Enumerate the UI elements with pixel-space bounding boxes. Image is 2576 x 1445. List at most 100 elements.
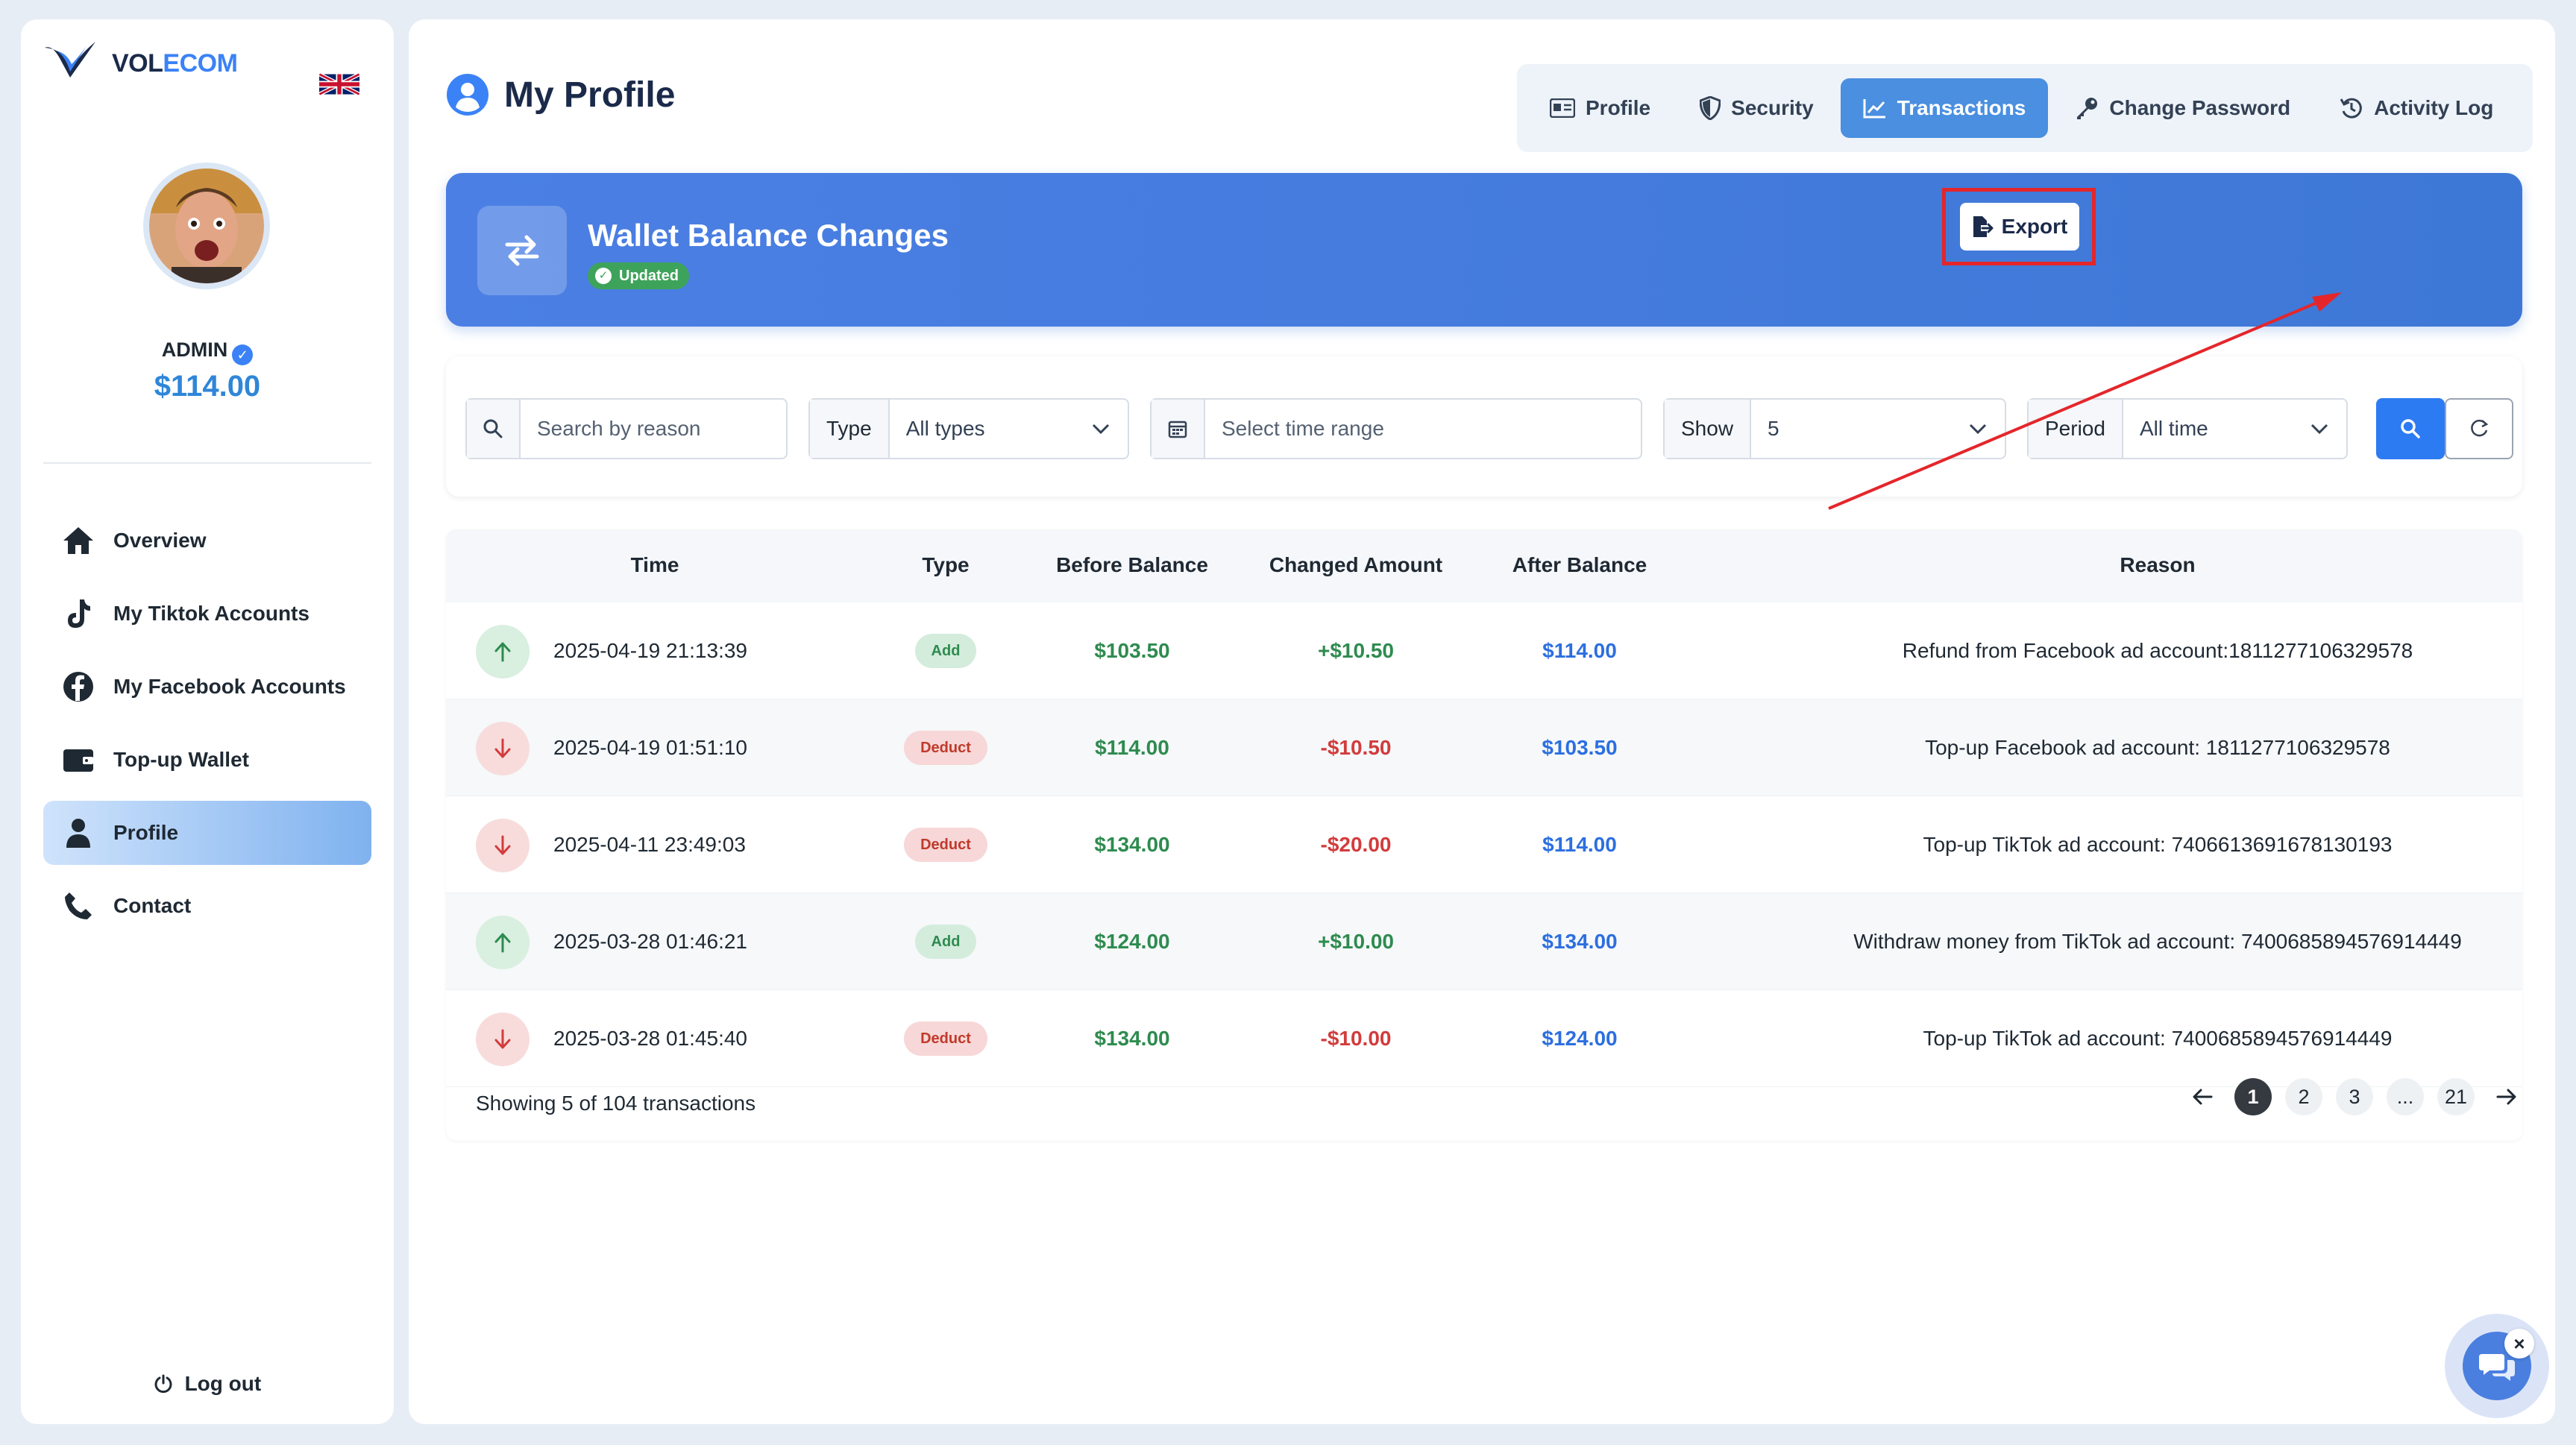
page-button-1[interactable]: 1 — [2234, 1078, 2272, 1115]
show-label: Show — [1665, 400, 1752, 458]
cell-reason: Top-up Facebook ad account: 181127710632… — [1925, 736, 2390, 759]
search-placeholder: Search by reason — [537, 417, 701, 440]
table-row[interactable]: 2025-03-28 01:46:21 Add $124.00 +$10.00 $134… — [446, 893, 2522, 990]
sidebar-item-contact[interactable]: Contact — [43, 874, 371, 938]
user-circle-icon — [447, 74, 489, 116]
search-input[interactable]: Search by reason — [465, 398, 788, 459]
type-badge: Deduct — [904, 731, 987, 765]
cell-type: Deduct — [879, 699, 1013, 796]
logout-label: Log out — [184, 1372, 262, 1395]
sidebar-item-label: My Tiktok Accounts — [113, 602, 310, 625]
main-panel: My Profile Profile Security Transactions… — [409, 19, 2555, 1424]
cell-reason: Top-up TikTok ad account: 74006858945769… — [1923, 1027, 2393, 1050]
annotation-highlight-box — [1942, 188, 2096, 265]
shield-icon — [1700, 96, 1721, 120]
chevron-down-icon — [1969, 424, 2005, 434]
sidebar-item-overview[interactable]: Overview — [43, 509, 371, 573]
check-circle-icon: ✓ — [595, 268, 612, 284]
column-header-type[interactable]: Type — [922, 553, 970, 576]
cell-reason: Refund from Facebook ad account:18112771… — [1902, 639, 2413, 662]
sidebar-item-label: My Facebook Accounts — [113, 675, 346, 698]
page-button-2[interactable]: 2 — [2285, 1078, 2322, 1115]
cell-before-balance: $134.00 — [1094, 1027, 1170, 1050]
table-header: Time Type Before Balance Changed Amount … — [446, 529, 2522, 602]
close-icon[interactable]: × — [2504, 1329, 2534, 1359]
page-ellipsis: ... — [2387, 1078, 2424, 1115]
column-header-reason[interactable]: Reason — [2120, 553, 2196, 576]
verified-badge-icon: ✓ — [232, 344, 254, 365]
sidebar-item-facebook-accounts[interactable]: My Facebook Accounts — [43, 655, 371, 719]
sidebar-item-topup-wallet[interactable]: Top-up Wallet — [43, 728, 371, 792]
page-button-21[interactable]: 21 — [2437, 1078, 2475, 1115]
id-card-icon — [1550, 98, 1575, 118]
home-icon — [61, 523, 95, 558]
arrow-down-icon — [476, 819, 530, 872]
tab-profile[interactable]: Profile — [1527, 78, 1673, 138]
arrow-down-icon — [476, 1013, 530, 1066]
type-select[interactable]: Type All types — [808, 398, 1129, 459]
page-button-3[interactable]: 3 — [2336, 1078, 2373, 1115]
type-badge: Deduct — [904, 828, 987, 862]
search-button[interactable] — [2376, 398, 2445, 459]
next-page-icon[interactable] — [2488, 1078, 2525, 1115]
cell-changed-amount: -$20.00 — [1320, 833, 1392, 856]
tab-change-password[interactable]: Change Password — [2052, 78, 2313, 138]
chevron-down-icon — [1092, 424, 1128, 434]
uk-flag-icon[interactable] — [319, 73, 359, 95]
column-header-before-balance[interactable]: Before Balance — [1056, 553, 1208, 576]
refresh-button[interactable] — [2445, 398, 2513, 459]
table-row[interactable]: 2025-04-19 21:13:39 Add $103.50 +$10.50 $114… — [446, 602, 2522, 699]
phone-icon — [61, 889, 95, 923]
status-badge: ✓ Updated — [588, 262, 689, 289]
swap-arrows-icon — [477, 206, 567, 295]
history-icon — [2340, 96, 2363, 120]
cell-changed-amount: -$10.50 — [1320, 736, 1392, 759]
period-select[interactable]: Period All time — [2027, 398, 2348, 459]
key-icon — [2075, 96, 2099, 120]
cell-time: 2025-03-28 01:45:40 — [553, 1027, 747, 1050]
avatar[interactable] — [143, 163, 270, 289]
show-select[interactable]: Show 5 — [1663, 398, 2006, 459]
export-button[interactable]: Export — [1960, 203, 2079, 251]
page-title: My Profile — [446, 73, 675, 116]
user-icon — [61, 816, 95, 850]
wallet-balance-banner: Wallet Balance Changes ✓ Updated — [446, 173, 2522, 327]
file-export-icon — [1972, 215, 1994, 239]
chat-widget-button[interactable] — [2445, 1314, 2549, 1418]
prev-page-icon[interactable] — [2184, 1078, 2221, 1115]
type-value: All types — [905, 417, 985, 440]
table-row[interactable]: 2025-04-19 01:51:10 Deduct $114.00 -$10.50 $… — [446, 699, 2522, 796]
tab-label: Security — [1731, 96, 1814, 119]
cell-before-balance: $124.00 — [1094, 930, 1170, 953]
time-range-input[interactable]: Select time range — [1150, 398, 1642, 459]
column-header-changed-amount[interactable]: Changed Amount — [1269, 553, 1443, 576]
filter-bar: Search by reason Type All types Select t… — [446, 356, 2522, 497]
tab-activity-log[interactable]: Activity Log — [2317, 78, 2516, 138]
sidebar-nav: Overview My Tiktok Accounts My Facebook … — [43, 509, 371, 947]
table-row[interactable]: 2025-04-11 23:49:03 Deduct $134.00 -$20.00 $… — [446, 796, 2522, 893]
power-icon — [154, 1374, 173, 1399]
cell-after-balance: $103.50 — [1542, 736, 1618, 759]
cell-after-balance: $114.00 — [1542, 833, 1617, 856]
tab-label: Change Password — [2109, 96, 2291, 119]
cell-time: 2025-03-28 01:46:21 — [553, 930, 747, 953]
sidebar-item-profile[interactable]: Profile — [43, 801, 371, 865]
sidebar-item-label: Profile — [113, 821, 179, 844]
cell-time: 2025-04-19 01:51:10 — [553, 736, 747, 759]
tab-transactions[interactable]: Transactions — [1840, 78, 2049, 138]
logout-button[interactable]: Log out — [21, 1372, 394, 1399]
tab-security[interactable]: Security — [1677, 78, 1836, 138]
search-icon — [467, 400, 521, 458]
cell-type: Add — [879, 602, 1013, 699]
column-header-after-balance[interactable]: After Balance — [1512, 553, 1647, 576]
column-header-time[interactable]: Time — [630, 553, 679, 576]
calendar-icon — [1152, 400, 1205, 458]
sidebar-item-tiktok-accounts[interactable]: My Tiktok Accounts — [43, 582, 371, 646]
cell-reason: Top-up TikTok ad account: 74066136916781… — [1923, 833, 2393, 856]
table-row[interactable]: 2025-03-28 01:45:40 Deduct $134.00 -$10.00 $… — [446, 990, 2522, 1087]
brand-logo[interactable]: VOLECOM — [42, 39, 238, 88]
arrow-up-icon — [476, 625, 530, 679]
chat-bubble-icon — [2463, 1332, 2531, 1400]
facebook-icon — [61, 670, 95, 704]
cell-reason: Withdraw money from TikTok ad account: 7… — [1853, 930, 2462, 953]
